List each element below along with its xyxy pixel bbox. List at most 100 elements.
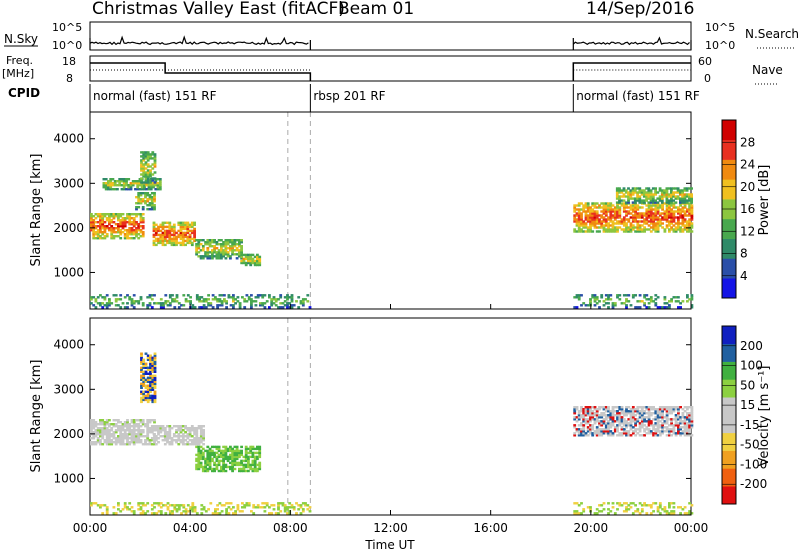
range-cell: [256, 467, 259, 471]
range-cell: [636, 220, 640, 223]
range-cell: [141, 435, 145, 438]
range-cell: [686, 210, 689, 213]
range-cell: [231, 249, 234, 252]
range-cell: [604, 206, 608, 209]
range-cell: [233, 453, 237, 457]
range-cell: [607, 226, 610, 229]
range-cell: [582, 408, 586, 411]
range-cell: [150, 429, 154, 432]
range-cell: [575, 416, 579, 419]
range-cell: [190, 425, 194, 428]
range-cell: [119, 223, 123, 226]
range-cell: [238, 463, 241, 467]
range-cell: [620, 189, 624, 192]
range-cell: [92, 223, 96, 226]
range-cell: [663, 416, 667, 419]
range-cell: [222, 255, 225, 258]
range-cell: [665, 512, 669, 515]
range-cell: [130, 441, 134, 444]
range-cell: [586, 210, 590, 213]
range-cell: [114, 223, 118, 226]
range-cell: [121, 225, 125, 228]
range-cell: [600, 210, 604, 213]
range-cell: [242, 463, 246, 467]
range-cell: [220, 245, 223, 248]
range-cell: [139, 296, 143, 299]
range-cell: [672, 214, 676, 217]
range-cell: [220, 239, 223, 242]
range-cell: [159, 510, 163, 513]
range-cell: [586, 204, 590, 207]
range-cell: [288, 302, 292, 305]
range-cell: [120, 180, 124, 183]
range-cell: [620, 416, 624, 419]
range-cell: [132, 431, 136, 434]
range-cell: [589, 428, 592, 431]
range-cell: [690, 214, 694, 217]
range-cell: [240, 241, 243, 244]
range-cell: [152, 182, 155, 185]
range-cell: [251, 461, 255, 465]
range-cell: [279, 296, 283, 299]
range-cell: [144, 425, 147, 428]
range-cell: [649, 504, 653, 507]
range-cell: [611, 228, 615, 231]
range-cell: [247, 255, 250, 259]
range-cell: [108, 423, 111, 426]
range-cell: [685, 193, 689, 196]
range-cell: [112, 423, 116, 426]
range-cell: [139, 298, 143, 301]
range-cell: [153, 198, 156, 201]
range-cell: [153, 204, 156, 207]
range-cell: [616, 430, 619, 433]
range-cell: [153, 441, 156, 444]
range-cell: [611, 408, 615, 411]
range-cell: [215, 467, 219, 471]
range-cell: [251, 445, 255, 449]
range-cell: [235, 461, 239, 465]
range-cell: [218, 294, 222, 297]
range-cell: [128, 231, 132, 234]
range-cell: [586, 228, 590, 231]
range-cell: [217, 449, 221, 453]
range-cell: [672, 428, 676, 431]
range-cell: [573, 206, 577, 209]
range-cell: [286, 508, 289, 511]
range-cell: [137, 502, 141, 505]
range-cell: [667, 199, 671, 202]
range-cell: [172, 243, 176, 247]
range-cell: [615, 187, 619, 190]
range-cell: [593, 204, 597, 207]
range-cell: [179, 229, 183, 233]
range-cell: [139, 508, 143, 511]
range-cell: [577, 226, 581, 229]
range-cell: [611, 230, 615, 233]
range-cell: [582, 420, 586, 423]
range-cell: [258, 465, 262, 469]
range-cell: [231, 251, 234, 254]
range-cell: [172, 239, 176, 243]
range-cell: [158, 188, 162, 191]
range-cell: [643, 428, 646, 431]
range-cell: [211, 249, 214, 252]
range-cell: [575, 502, 579, 505]
range-cell: [132, 421, 136, 424]
range-cell: [132, 510, 136, 513]
range-cell: [249, 447, 253, 451]
range-cell: [206, 253, 210, 256]
range-cell: [128, 227, 132, 230]
range-cell: [217, 453, 221, 457]
range-cell: [638, 300, 642, 303]
range-cell: [182, 294, 186, 297]
range-cell: [679, 416, 682, 419]
range-cell: [168, 296, 172, 299]
range-cell: [591, 412, 595, 415]
range-cell: [94, 233, 98, 236]
range-cell: [146, 378, 150, 381]
range-cell: [181, 233, 185, 237]
range-cell: [672, 218, 676, 221]
range-cell: [190, 225, 194, 229]
range-cell: [283, 304, 287, 307]
range-cell: [589, 416, 592, 419]
range-cell: [218, 512, 222, 515]
